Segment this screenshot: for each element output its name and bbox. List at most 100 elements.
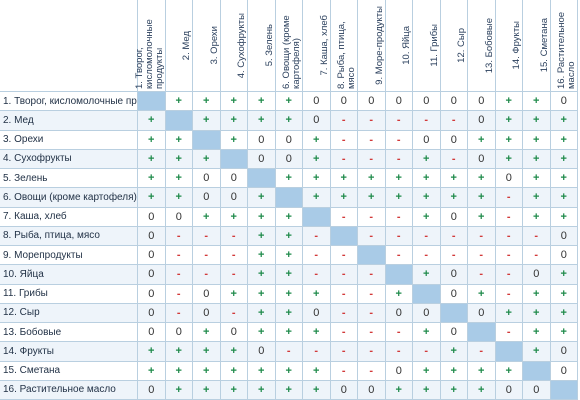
column-header-label: 4. Сухофрукты xyxy=(236,12,247,79)
table-cell: 0 xyxy=(248,130,276,150)
neutral-mark: 0 xyxy=(340,383,347,396)
compatible-mark: + xyxy=(230,383,237,396)
table-cell: + xyxy=(550,188,578,208)
compatible-mark: + xyxy=(258,383,265,396)
incompatible-mark: - xyxy=(534,229,539,242)
table-cell: + xyxy=(248,246,276,266)
incompatible-mark: - xyxy=(506,249,511,262)
incompatible-mark: - xyxy=(341,306,346,319)
compatible-mark: + xyxy=(285,210,292,223)
column-header: 6. Овощи (кроме картофеля) xyxy=(275,0,303,92)
table-cell: + xyxy=(165,188,193,208)
incompatible-mark: - xyxy=(341,152,346,165)
table-cell: 0 xyxy=(138,303,166,323)
table-cell: + xyxy=(165,130,193,150)
neutral-mark: 0 xyxy=(478,114,485,127)
neutral-mark: 0 xyxy=(450,326,457,339)
incompatible-mark: - xyxy=(396,229,401,242)
table-cell: + xyxy=(248,361,276,381)
table-cell: + xyxy=(440,380,468,400)
table-cell: + xyxy=(275,323,303,343)
table-cell: + xyxy=(165,169,193,189)
compatible-mark: + xyxy=(560,306,567,319)
table-cell: - xyxy=(358,111,386,131)
table-cell: + xyxy=(220,92,248,112)
incompatible-mark: - xyxy=(369,133,374,146)
table-cell: + xyxy=(413,323,441,343)
neutral-mark: 0 xyxy=(450,287,457,300)
incompatible-mark: - xyxy=(451,229,456,242)
table-cell: + xyxy=(440,169,468,189)
table-cell: - xyxy=(413,111,441,131)
compatible-mark: + xyxy=(533,172,540,185)
compatible-mark: + xyxy=(148,345,155,358)
row-header: 3. Орехи xyxy=(0,130,138,150)
row-header: 11. Грибы xyxy=(0,284,138,304)
compatible-mark: + xyxy=(533,326,540,339)
compatible-mark: + xyxy=(450,172,457,185)
table-cell: 0 xyxy=(138,380,166,400)
neutral-mark: 0 xyxy=(423,306,430,319)
neutral-mark: 0 xyxy=(258,345,265,358)
compatible-mark: + xyxy=(340,191,347,204)
compatible-mark: + xyxy=(533,95,540,108)
table-cell: - xyxy=(358,149,386,169)
table-cell: 0 xyxy=(275,149,303,169)
incompatible-mark: - xyxy=(341,345,346,358)
compatible-mark: + xyxy=(175,383,182,396)
table-cell: + xyxy=(523,323,551,343)
compatible-mark: + xyxy=(203,383,210,396)
column-header-label: 12. Сыр xyxy=(456,28,467,63)
neutral-mark: 0 xyxy=(285,152,292,165)
table-cell: + xyxy=(275,111,303,131)
table-cell: 0 xyxy=(468,111,496,131)
table-cell: + xyxy=(193,361,221,381)
table-cell: + xyxy=(138,342,166,362)
table-cell: 0 xyxy=(138,226,166,246)
incompatible-mark: - xyxy=(451,114,456,127)
table-cell: 0 xyxy=(303,303,331,323)
diagonal-cell xyxy=(468,323,496,343)
table-cell: 0 xyxy=(275,130,303,150)
table-cell: 0 xyxy=(220,169,248,189)
compatible-mark: + xyxy=(560,152,567,165)
compatible-mark: + xyxy=(505,114,512,127)
table-cell: + xyxy=(138,169,166,189)
neutral-mark: 0 xyxy=(505,172,512,185)
table-cell: + xyxy=(248,380,276,400)
table-cell: - xyxy=(385,246,413,266)
table-cell: - xyxy=(330,111,358,131)
compatible-mark: + xyxy=(478,383,485,396)
compatible-mark: + xyxy=(175,364,182,377)
compatible-mark: + xyxy=(203,364,210,377)
table-cell: - xyxy=(468,342,496,362)
column-header: 13. Бобовые xyxy=(468,0,496,92)
neutral-mark: 0 xyxy=(148,210,155,223)
table-cell: - xyxy=(385,130,413,150)
table-cell: - xyxy=(413,246,441,266)
neutral-mark: 0 xyxy=(230,191,237,204)
incompatible-mark: - xyxy=(396,326,401,339)
column-header: 11. Грибы xyxy=(413,0,441,92)
table-cell: + xyxy=(248,265,276,285)
table-cell: - xyxy=(523,226,551,246)
table-cell: - xyxy=(358,284,386,304)
compatible-mark: + xyxy=(533,133,540,146)
table-cell: + xyxy=(358,188,386,208)
row-header-label: 4. Сухофрукты xyxy=(3,153,72,165)
table-cell: + xyxy=(330,188,358,208)
table-cell: 0 xyxy=(138,265,166,285)
table-cell: 0 xyxy=(220,188,248,208)
diagonal-cell xyxy=(550,380,578,400)
row-header: 8. Рыба, птица, мясо xyxy=(0,226,138,246)
neutral-mark: 0 xyxy=(505,383,512,396)
compatible-mark: + xyxy=(230,133,237,146)
compatible-mark: + xyxy=(533,191,540,204)
neutral-mark: 0 xyxy=(313,114,320,127)
table-cell: 0 xyxy=(358,380,386,400)
compatible-mark: + xyxy=(285,383,292,396)
incompatible-mark: - xyxy=(369,326,374,339)
incompatible-mark: - xyxy=(341,114,346,127)
table-cell: + xyxy=(248,284,276,304)
incompatible-mark: - xyxy=(341,210,346,223)
